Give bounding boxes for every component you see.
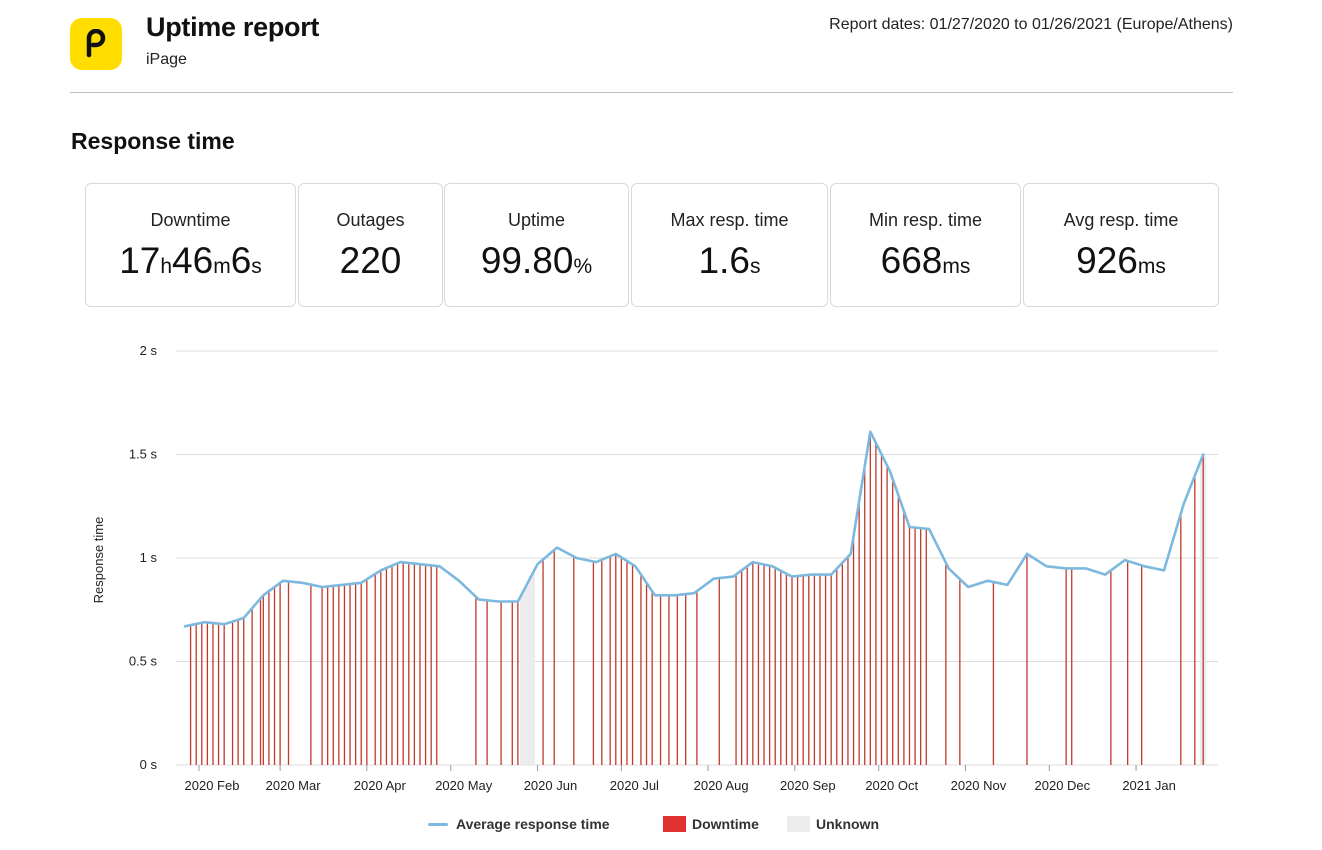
unknown-layer [520,454,1206,765]
stat-card-uptime: Uptime 99.80% [444,183,629,307]
stat-unit: s [251,255,262,278]
legend-label: Average response time [456,816,610,832]
x-tick-label: 2020 Aug [694,778,749,793]
y-tick-label: 0.5 s [129,654,158,669]
stat-unit: ms [942,255,971,278]
x-axis-ticks: 2020 Feb 2020 Mar 2020 Apr 2020 May 2020 Jun… [185,765,1176,793]
stat-value-part: 668 [880,240,943,281]
stat-value: 220 [299,241,442,281]
stat-value: 99.80% [445,241,628,287]
section-title: Response time [71,128,235,154]
x-tick-label: 2020 Sep [780,778,836,793]
stat-label: Uptime [507,210,565,230]
stat-label: Min resp. time [868,210,983,230]
stat-unit: ms [1137,255,1166,278]
stat-value: 17h46m6s [86,241,295,287]
stat-card-min-resp: Min resp. time 668ms [830,183,1021,307]
stat-value-part: 926 [1076,240,1138,281]
legend-item-average[interactable]: Average response time [428,816,610,832]
response-time-chart: 0 s0.5 s1 s1.5 s2 s 2020 Feb 2020 Mar 2020… [91,343,1218,793]
legend-label: Unknown [816,816,879,832]
header-divider [70,92,1233,93]
stat-value-part: 46 [172,240,214,281]
stat-value-part: 17 [119,240,161,281]
stat-card-outages: Outages 220 [298,183,443,307]
stat-value-part: 6 [230,240,252,281]
x-tick-label: 2020 Mar [266,778,322,793]
x-tick-label: 2021 Jan [1122,778,1176,793]
y-axis-title: Response time [91,517,106,604]
y-tick-label: 0 s [140,757,158,772]
p-logo-icon [86,29,106,58]
page-title: Uptime report [146,12,320,42]
stat-value-part: 99.80 [480,240,574,281]
stat-card-max-resp: Max resp. time 1.6s [631,183,828,307]
x-tick-label: 2020 Oct [865,778,918,793]
downtime-layer [189,431,1204,765]
x-tick-label: 2020 Nov [951,778,1007,793]
chart-legend: Average response time Downtime Unknown [0,816,1322,840]
stat-unit: % [573,255,593,278]
stat-value: 668ms [831,241,1020,287]
y-tick-label: 1.5 s [129,447,158,462]
stat-label: Downtime [150,210,231,230]
legend-item-unknown[interactable]: Unknown [787,816,879,832]
stat-value: 926ms [1024,241,1218,287]
x-tick-label: 2020 Jun [524,778,578,793]
ipage-logo [70,18,122,70]
stat-unit: s [749,255,761,278]
monitor-name: iPage [146,51,187,68]
line-swatch-icon [428,822,448,826]
downtime-swatch-icon [663,816,686,832]
line-layer [183,430,1205,628]
x-tick-label: 2020 May [435,778,493,793]
y-axis-ticks: 0 s 0.5 s 1 s 1.5 s 2 s [129,343,158,772]
stat-label: Outages [336,210,405,230]
average-response-line [183,430,1205,628]
legend-label: Downtime [692,816,759,832]
stat-unit: h [160,255,173,278]
x-tick-label: 2020 Feb [185,778,240,793]
y-tick-label: 2 s [140,343,158,358]
stat-card-downtime: Downtime 17h46m6s [85,183,296,307]
stat-label: Avg resp. time [1063,210,1179,230]
stat-card-avg-resp: Avg resp. time 926ms [1023,183,1219,307]
x-tick-label: 2020 Dec [1035,778,1091,793]
stat-label: Max resp. time [670,210,789,230]
x-tick-label: 2020 Apr [354,778,407,793]
stat-value: 1.6s [632,241,827,287]
x-tick-label: 2020 Jul [610,778,659,793]
stat-unit: m [213,255,231,278]
stat-value-part: 1.6 [698,240,750,281]
legend-item-downtime[interactable]: Downtime [663,816,759,832]
y-tick-label: 1 s [140,550,158,565]
stat-value-part: 220 [339,240,402,281]
report-dates: Report dates: 01/27/2020 to 01/26/2021 (… [829,16,1233,33]
unknown-swatch-icon [787,816,810,832]
